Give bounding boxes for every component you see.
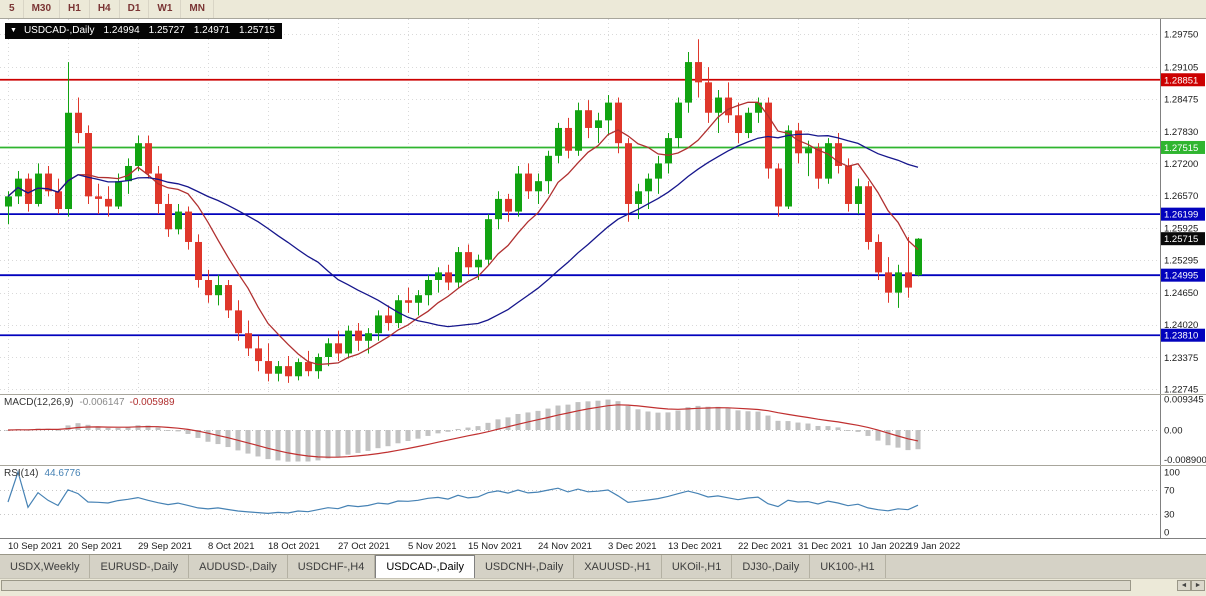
date-tick-label: 29 Sep 2021 (138, 541, 192, 552)
macd-axis-label: 0.00 (1164, 426, 1183, 437)
chart-tabs-bar: USDX,Weekly EURUSD-,Daily AUDUSD-,Daily USD… (0, 554, 1206, 578)
price-tick-label: 1.23375 (1164, 353, 1198, 364)
chart-tab-ukoil-h1[interactable]: UKOil-,H1 (662, 555, 733, 578)
chart-tab-usdcad-daily[interactable]: USDCAD-,Daily (375, 555, 475, 578)
chart-ohlc-label[interactable]: ▼ USDCAD-,Daily 1.24994 1.25727 1.24971 … (5, 23, 283, 39)
date-tick-label: 10 Jan 2022 (858, 541, 911, 552)
svg-text:1.25715: 1.25715 (1164, 234, 1198, 245)
rsi-canvas[interactable]: 100 70 30 0 (0, 466, 1206, 538)
price-tick-label: 1.24650 (1164, 288, 1198, 299)
price-tick-label: 1.25925 (1164, 224, 1198, 235)
date-tick-label: 8 Oct 2021 (208, 541, 255, 552)
date-tick-label: 13 Dec 2021 (668, 541, 722, 552)
timeframe-button-w1[interactable]: W1 (149, 0, 182, 18)
price-tick-label: 1.27200 (1164, 159, 1198, 170)
svg-text:1.28851: 1.28851 (1164, 75, 1198, 86)
chart-tab-usdx-weekly[interactable]: USDX,Weekly (0, 555, 91, 578)
chart-tab-uk100-h1[interactable]: UK100-,H1 (810, 555, 886, 578)
svg-text:1.27515: 1.27515 (1164, 143, 1198, 154)
svg-text:1.23810: 1.23810 (1164, 331, 1198, 342)
date-tick-label: 22 Dec 2021 (738, 541, 792, 552)
date-tick-label: 18 Oct 2021 (268, 541, 320, 552)
chart-tab-eurusd-daily[interactable]: EURUSD-,Daily (90, 555, 190, 578)
macd-panel: MACD(12,26,9) -0.006147 -0.005989 0.009345… (0, 394, 1206, 465)
timeframe-button-h4[interactable]: H4 (90, 0, 120, 18)
chart-tab-xauusd-h1[interactable]: XAUUSD-,H1 (574, 555, 662, 578)
price-tick-label: 1.28475 (1164, 94, 1198, 105)
level-price-badge (1161, 73, 1205, 87)
price-tick-label: 1.29105 (1164, 62, 1198, 73)
ohlc-high: 1.25727 (148, 25, 185, 36)
scroll-left-icon[interactable]: ◄ (1177, 580, 1191, 591)
date-tick-label: 27 Oct 2021 (338, 541, 390, 552)
price-tick-label: 1.22745 (1164, 385, 1198, 394)
macd-axis-label: -0.008900 (1164, 455, 1206, 465)
scroll-right-icon[interactable]: ► (1191, 580, 1205, 591)
timeframe-button-mn[interactable]: MN (181, 0, 214, 18)
ohlc-close: 1.25715 (238, 25, 276, 36)
time-axis[interactable]: 10 Sep 2021 20 Sep 2021 29 Sep 2021 8 Oct 2… (0, 538, 1206, 554)
date-tick-label: 20 Sep 2021 (68, 541, 122, 552)
level-price-badge (1161, 268, 1205, 282)
timeframe-toolbar: 5 M30 H1 H4 D1 W1 MN (0, 0, 1206, 19)
timeframe-button-h1[interactable]: H1 (60, 0, 90, 18)
macd-label: MACD(12,26,9) -0.006147 -0.005989 (4, 397, 175, 408)
macd-signal-line (7, 404, 919, 458)
timeframe-button-m30[interactable]: M30 (24, 0, 61, 18)
macd-name: MACD(12,26,9) (4, 397, 74, 408)
date-tick-label: 3 Dec 2021 (608, 541, 657, 552)
rsi-name: RSI(14) (4, 468, 39, 479)
macd-signal-value: -0.005989 (129, 397, 175, 408)
date-tick-label: 15 Nov 2021 (468, 541, 522, 552)
candlesticks (5, 39, 922, 383)
date-tick-label: 24 Nov 2021 (538, 541, 592, 552)
scrollbar-thumb[interactable] (1, 580, 1131, 591)
date-tick-label: 19 Jan 2022 (908, 541, 961, 552)
timeframe-button-5[interactable]: 5 (1, 0, 24, 18)
price-tick-label: 1.24020 (1164, 320, 1198, 331)
chart-symbol-period: USDCAD-,Daily (23, 25, 95, 36)
rsi-axis-label: 0 (1164, 528, 1169, 539)
horizontal-scrollbar[interactable]: ◄ ► (0, 578, 1206, 592)
svg-text:1.26199: 1.26199 (1164, 210, 1198, 221)
date-tick-label: 10 Sep 2021 (8, 541, 62, 552)
macd-main-value: -0.006147 (79, 397, 125, 408)
ohlc-low: 1.24971 (193, 25, 230, 36)
rsi-label: RSI(14) 44.6776 (4, 468, 81, 479)
rsi-axis-label: 70 (1164, 486, 1175, 497)
rsi-panel: RSI(14) 44.6776 100 70 30 0 (0, 465, 1206, 538)
ma-slow-line (7, 133, 919, 328)
ohlc-open: 1.24994 (103, 25, 140, 36)
chart-tab-usdchf-h4[interactable]: USDCHF-,H4 (288, 555, 376, 578)
price-tick-label: 1.26570 (1164, 191, 1198, 202)
macd-canvas[interactable]: 0.009345 0.00 -0.008900 (0, 395, 1206, 465)
rsi-axis-label: 30 (1164, 510, 1175, 521)
rsi-value: 44.6776 (44, 468, 81, 479)
timeframe-button-d1[interactable]: D1 (120, 0, 150, 18)
date-tick-label: 5 Nov 2021 (408, 541, 457, 552)
macd-histogram (5, 399, 921, 462)
chart-tab-audusd-daily[interactable]: AUDUSD-,Daily (189, 555, 288, 578)
current-price-badge (1161, 232, 1205, 246)
main-chart-panel: ▼ USDCAD-,Daily 1.24994 1.25727 1.24971 … (0, 19, 1206, 394)
level-price-badge (1161, 207, 1205, 221)
ma-fast-line (7, 101, 919, 366)
chart-tab-usdcnh-daily[interactable]: USDCNH-,Daily (475, 555, 575, 578)
level-price-badge (1161, 328, 1205, 342)
level-price-badge (1161, 140, 1205, 154)
price-tick-label: 1.27830 (1164, 127, 1198, 138)
macd-axis-label: 0.009345 (1164, 395, 1204, 405)
date-tick-label: 31 Dec 2021 (798, 541, 852, 552)
chart-dropdown-icon[interactable]: ▼ (10, 27, 17, 34)
chart-tab-dj30-daily[interactable]: DJ30-,Daily (732, 555, 811, 578)
price-tick-label: 1.25295 (1164, 255, 1198, 266)
svg-text:1.24995: 1.24995 (1164, 271, 1198, 282)
rsi-axis-label: 100 (1164, 468, 1180, 479)
price-tick-label: 1.29750 (1164, 30, 1198, 41)
rsi-line (7, 469, 919, 515)
price-chart-canvas[interactable]: 1.29750 1.29105 1.28475 1.27830 1.27200 1.265… (0, 19, 1206, 394)
main-grid (0, 19, 1160, 394)
